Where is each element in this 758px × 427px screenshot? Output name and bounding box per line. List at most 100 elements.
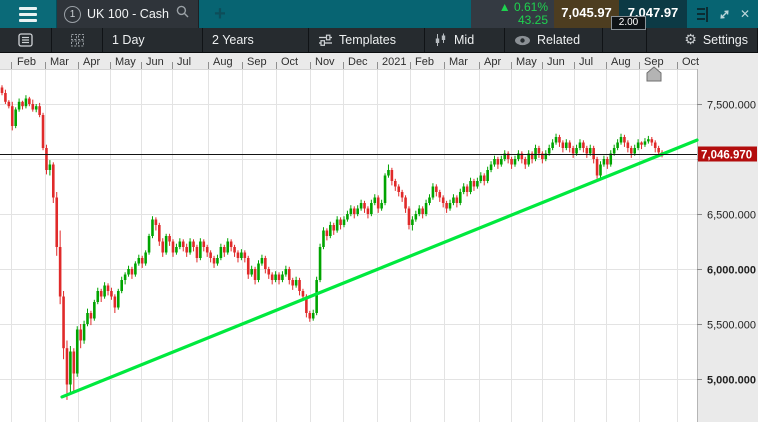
candle-body xyxy=(229,241,233,247)
candle-body xyxy=(394,181,397,187)
candle-body xyxy=(294,280,298,286)
price-change-block: ▲ 0.61% 43.25 xyxy=(471,0,554,28)
candle-body xyxy=(21,101,24,107)
candle-body xyxy=(640,142,643,145)
candle-body xyxy=(431,186,435,198)
month-label: Jul xyxy=(579,56,593,68)
grid-layout-button[interactable] xyxy=(52,28,103,52)
watchlist-view-button[interactable] xyxy=(0,28,52,52)
search-icon[interactable] xyxy=(176,5,189,23)
candle-body xyxy=(435,186,438,192)
candle-body xyxy=(195,247,199,258)
candle-body xyxy=(48,164,52,170)
candle-body xyxy=(544,153,548,159)
candle-body xyxy=(448,203,452,209)
candle-body xyxy=(383,175,387,203)
month-label: Sep xyxy=(247,56,267,68)
month-label: Jul xyxy=(177,56,191,68)
candle-body xyxy=(653,142,657,148)
month-label: Aug xyxy=(611,56,631,68)
price-chart[interactable]: Feb Mar Apr May Jun Jul Aug Sep Oct Nov Dec 2021 Feb… xyxy=(0,53,758,422)
candle-body xyxy=(452,197,455,203)
candle-body xyxy=(274,274,277,280)
candle-body xyxy=(520,153,524,159)
candle-body xyxy=(647,139,650,142)
instrument-tab[interactable]: 1 UK 100 - Cash xyxy=(57,0,199,28)
candle-body xyxy=(629,148,633,154)
sell-price-button[interactable]: 7,045.97 xyxy=(554,0,619,28)
close-window-icon[interactable]: ✕ xyxy=(739,7,750,21)
candle-body xyxy=(144,252,147,264)
time-axis-strip[interactable] xyxy=(0,53,758,69)
price-type-dropdown[interactable]: Mid xyxy=(425,28,505,52)
candle-body xyxy=(578,142,582,148)
candle-body xyxy=(168,236,171,242)
up-arrow-icon: ▲ xyxy=(498,0,511,14)
current-price-tag-label: 7,046.970 xyxy=(701,150,752,162)
topbar-spacer xyxy=(241,0,471,28)
change-percent: ▲ 0.61% xyxy=(498,0,548,14)
month-label: Aug xyxy=(213,56,233,68)
order-ladder-icon[interactable] xyxy=(696,6,709,22)
candle-body xyxy=(541,153,544,159)
candle-body xyxy=(332,225,336,231)
candle-body xyxy=(175,247,178,253)
candle-body xyxy=(38,106,41,115)
candle-body xyxy=(342,219,346,225)
candle-body xyxy=(633,148,636,154)
price-label: 7,500.000 xyxy=(707,100,756,112)
candle-body xyxy=(612,148,616,154)
month-label: Feb xyxy=(415,56,434,68)
candle-body xyxy=(445,203,448,209)
related-label: Related xyxy=(537,33,581,47)
candle-body xyxy=(373,197,377,203)
candles xyxy=(0,85,664,400)
candle-body xyxy=(496,159,500,165)
spread-value: 2.00 xyxy=(611,16,646,30)
candle-body xyxy=(349,208,353,214)
candle-body xyxy=(113,296,117,308)
candle-body xyxy=(441,197,445,203)
trend-line[interactable] xyxy=(60,138,699,399)
instrument-title: UK 100 - Cash xyxy=(87,7,169,21)
templates-button[interactable]: Templates xyxy=(309,28,425,52)
price-label: 5,000.000 xyxy=(707,375,756,387)
candle-body xyxy=(575,148,578,154)
candle-body xyxy=(123,274,127,280)
candle-body xyxy=(116,291,120,308)
candle-body xyxy=(404,197,407,209)
candle-body xyxy=(185,247,188,253)
candle-body xyxy=(623,137,626,143)
candle-body xyxy=(226,241,230,253)
candle-body xyxy=(489,164,493,170)
add-tab-button[interactable]: + xyxy=(214,2,226,25)
candle-body xyxy=(257,263,260,280)
candle-body xyxy=(240,252,243,258)
range-label: 2 Years xyxy=(212,33,254,47)
candle-body xyxy=(223,247,226,253)
month-label: Apr xyxy=(83,56,100,68)
settings-button[interactable]: ⚙ Settings xyxy=(647,28,758,52)
candle-body xyxy=(657,148,660,153)
candle-body xyxy=(127,269,130,275)
timeframe-dropdown[interactable]: 1 Day xyxy=(103,28,203,52)
templates-label: Templates xyxy=(339,33,396,47)
chart-area[interactable]: Feb Mar Apr May Jun Jul Aug Sep Oct Nov Dec 2021 Feb… xyxy=(0,53,758,427)
expand-window-icon[interactable] xyxy=(718,8,731,21)
list-icon xyxy=(18,33,33,47)
time-marker-icon[interactable] xyxy=(646,66,662,82)
price-type-label: Mid xyxy=(454,33,475,47)
price-axis-strip[interactable] xyxy=(697,69,758,422)
range-dropdown[interactable]: 2 Years xyxy=(203,28,309,52)
plot-background[interactable] xyxy=(0,69,697,422)
month-label: Oct xyxy=(682,56,699,68)
candle-body xyxy=(14,109,17,126)
related-button[interactable]: Related xyxy=(505,28,603,52)
candle-body xyxy=(209,252,212,258)
candle-body xyxy=(130,269,134,275)
main-menu-button[interactable] xyxy=(0,0,57,28)
candle-body xyxy=(188,241,192,253)
candle-body xyxy=(585,148,589,154)
candle-body xyxy=(500,159,503,165)
candle-body xyxy=(277,274,281,280)
